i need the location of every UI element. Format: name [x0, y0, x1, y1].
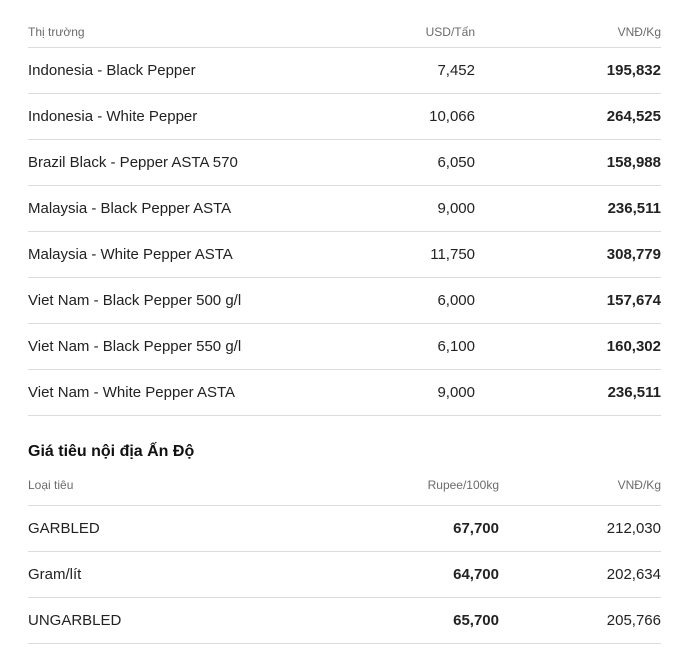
- usd-value: 6,000: [400, 277, 475, 324]
- pepper-type: UNGARBLED: [28, 597, 424, 644]
- vnd-value: 236,511: [475, 369, 661, 416]
- header-usd-per-ton: USD/Tấn: [400, 0, 475, 48]
- table-row: Indonesia - White Pepper 10,066 264,525: [28, 93, 661, 140]
- vnd-value: 195,832: [475, 47, 661, 94]
- usd-value: 11,750: [400, 231, 475, 278]
- market-name: Viet Nam - Black Pepper 550 g/l: [28, 323, 400, 370]
- table-row: Viet Nam - Black Pepper 500 g/l 6,000 15…: [28, 277, 661, 324]
- header-rupee-per-100kg: Rupee/100kg: [424, 464, 499, 506]
- usd-value: 6,100: [400, 323, 475, 370]
- market-name: Indonesia - White Pepper: [28, 93, 400, 140]
- market-name: Brazil Black - Pepper ASTA 570: [28, 139, 400, 186]
- table-row: Malaysia - Black Pepper ASTA 9,000 236,5…: [28, 185, 661, 232]
- section-title-india: Giá tiêu nội địa Ấn Độ: [28, 443, 195, 460]
- vnd-value: 308,779: [475, 231, 661, 278]
- header-market: Thị trường: [28, 0, 400, 48]
- table-row: GARBLED 67,700 212,030: [28, 505, 661, 552]
- world-pepper-price-table: Thị trường USD/Tấn VNĐ/Kg Indonesia - Bl…: [28, 0, 661, 416]
- market-name: Malaysia - Black Pepper ASTA: [28, 185, 400, 232]
- market-name: Viet Nam - Black Pepper 500 g/l: [28, 277, 400, 324]
- vnd-value: 264,525: [475, 93, 661, 140]
- rupee-value: 64,700: [424, 551, 499, 598]
- header-vnd-per-kg: VNĐ/Kg: [499, 464, 661, 506]
- vnd-value: 202,634: [499, 551, 661, 598]
- table-header-row: Thị trường USD/Tấn VNĐ/Kg: [28, 0, 661, 48]
- vnd-value: 205,766: [499, 597, 661, 644]
- content: Thị trường USD/Tấn VNĐ/Kg Indonesia - Bl…: [28, 0, 661, 644]
- vnd-value: 236,511: [475, 185, 661, 232]
- usd-value: 6,050: [400, 139, 475, 186]
- market-name: Indonesia - Black Pepper: [28, 47, 400, 94]
- vnd-value: 158,988: [475, 139, 661, 186]
- table-row: Indonesia - Black Pepper 7,452 195,832: [28, 47, 661, 94]
- vnd-value: 160,302: [475, 323, 661, 370]
- usd-value: 10,066: [400, 93, 475, 140]
- table-row: Viet Nam - Black Pepper 550 g/l 6,100 16…: [28, 323, 661, 370]
- header-pepper-type: Loại tiêu: [28, 464, 424, 506]
- table-header-row: Loại tiêu Rupee/100kg VNĐ/Kg: [28, 464, 661, 506]
- header-vnd-per-kg: VNĐ/Kg: [475, 0, 661, 48]
- table-row: Malaysia - White Pepper ASTA 11,750 308,…: [28, 231, 661, 278]
- rupee-value: 67,700: [424, 505, 499, 552]
- pepper-type: GARBLED: [28, 505, 424, 552]
- usd-value: 9,000: [400, 185, 475, 232]
- rupee-value: 65,700: [424, 597, 499, 644]
- pepper-type: Gram/lít: [28, 551, 424, 598]
- usd-value: 7,452: [400, 47, 475, 94]
- table-row: Gram/lít 64,700 202,634: [28, 551, 661, 598]
- table-row: Viet Nam - White Pepper ASTA 9,000 236,5…: [28, 369, 661, 416]
- vnd-value: 212,030: [499, 505, 661, 552]
- india-pepper-price-table: Loại tiêu Rupee/100kg VNĐ/Kg GARBLED 67,…: [28, 464, 661, 644]
- vnd-value: 157,674: [475, 277, 661, 324]
- table-row: UNGARBLED 65,700 205,766: [28, 597, 661, 644]
- usd-value: 9,000: [400, 369, 475, 416]
- table-row: Brazil Black - Pepper ASTA 570 6,050 158…: [28, 139, 661, 186]
- market-name: Malaysia - White Pepper ASTA: [28, 231, 400, 278]
- market-name: Viet Nam - White Pepper ASTA: [28, 369, 400, 416]
